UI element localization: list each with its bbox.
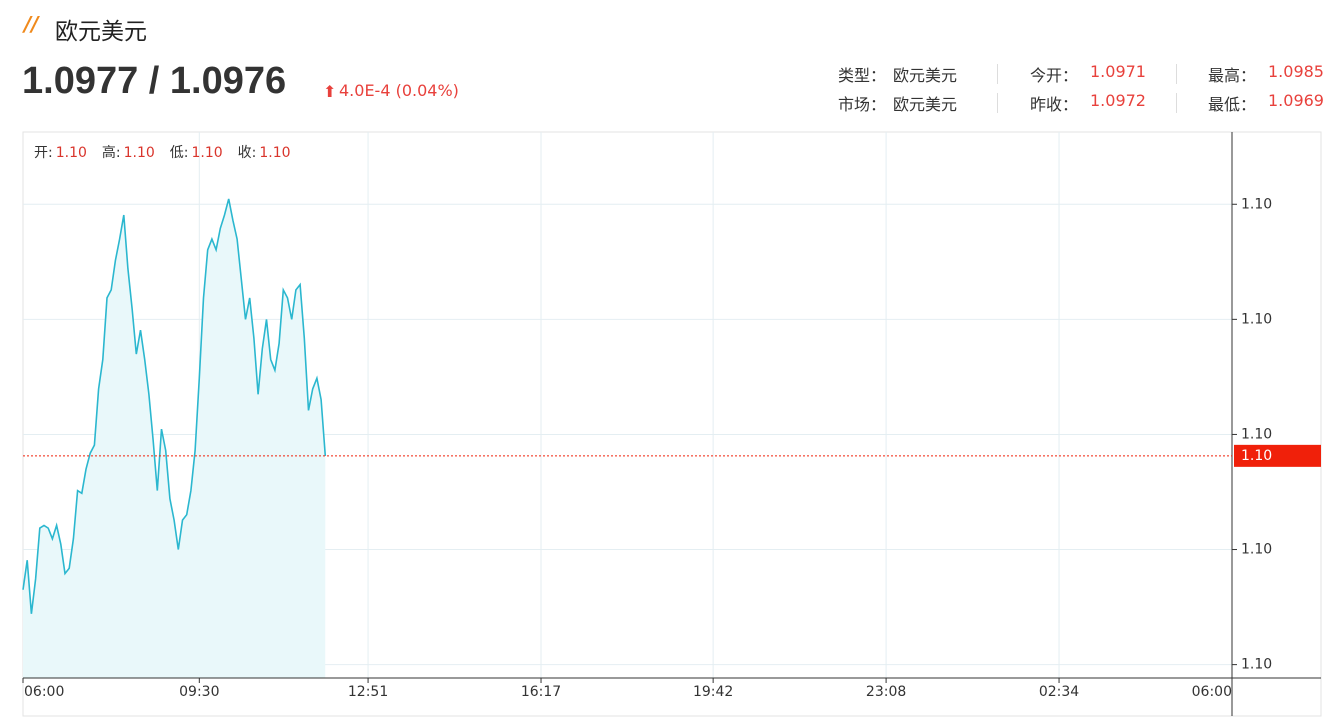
x-tick-label: 12:51 [348,684,388,700]
x-tick-label: 02:34 [1039,684,1079,700]
info-label: 最低： [1208,95,1257,114]
x-tick-label: 06:00 [24,684,64,700]
info-label: 市场： [838,95,887,114]
x-tick-label: 09:30 [179,684,219,700]
info-label: 类型： [838,66,887,85]
separator [1176,93,1177,113]
legend-name: 开: [34,145,53,161]
legend-value: 1.10 [192,145,223,161]
info-value: 欧元美元 [893,66,958,85]
x-tick-label: 16:17 [521,684,561,700]
legend-value: 1.10 [259,145,290,161]
plot-border [22,131,1322,717]
logo-icon: // [24,12,39,36]
title: 欧元美元 [55,19,147,45]
last-price-label: 1.10 [1241,448,1272,464]
line [22,198,327,614]
change: 4.0E-4 (0.04%) [339,81,459,100]
x-tick-label: 23:08 [866,684,906,700]
info-label: 最高： [1208,66,1257,85]
y-tick-label: 1.10 [1241,311,1272,327]
separator [1176,64,1177,84]
legend-value: 1.10 [56,145,87,161]
info-label: 今开： [1030,66,1079,85]
y-tick-label: 1.10 [1241,657,1272,673]
info-label: 昨收： [1030,95,1079,114]
y-tick-label: 1.10 [1241,196,1272,212]
info-value: 1.0971 [1090,62,1146,81]
info-value: 1.0985 [1268,62,1324,81]
legend-name: 高: [102,144,121,161]
separator [997,93,998,113]
legend-value: 1.10 [124,145,155,161]
x-tick-label: 06:00 [1192,684,1232,700]
legend-name: 收: [238,145,257,161]
y-tick-label: 1.10 [1241,542,1272,558]
info-value: 1.0969 [1268,91,1324,110]
legend-name: 低: [170,145,189,161]
x-tick-label: 19:42 [693,684,733,700]
price: 1.0977 / 1.0976 [22,60,287,102]
area [23,198,326,678]
separator [997,64,998,84]
y-tick-label: 1.10 [1241,426,1272,442]
last-price-box [1234,444,1321,467]
change-arrow: ⬆ [323,82,337,101]
info-value: 欧元美元 [893,95,958,114]
info-value: 1.0972 [1090,91,1146,110]
